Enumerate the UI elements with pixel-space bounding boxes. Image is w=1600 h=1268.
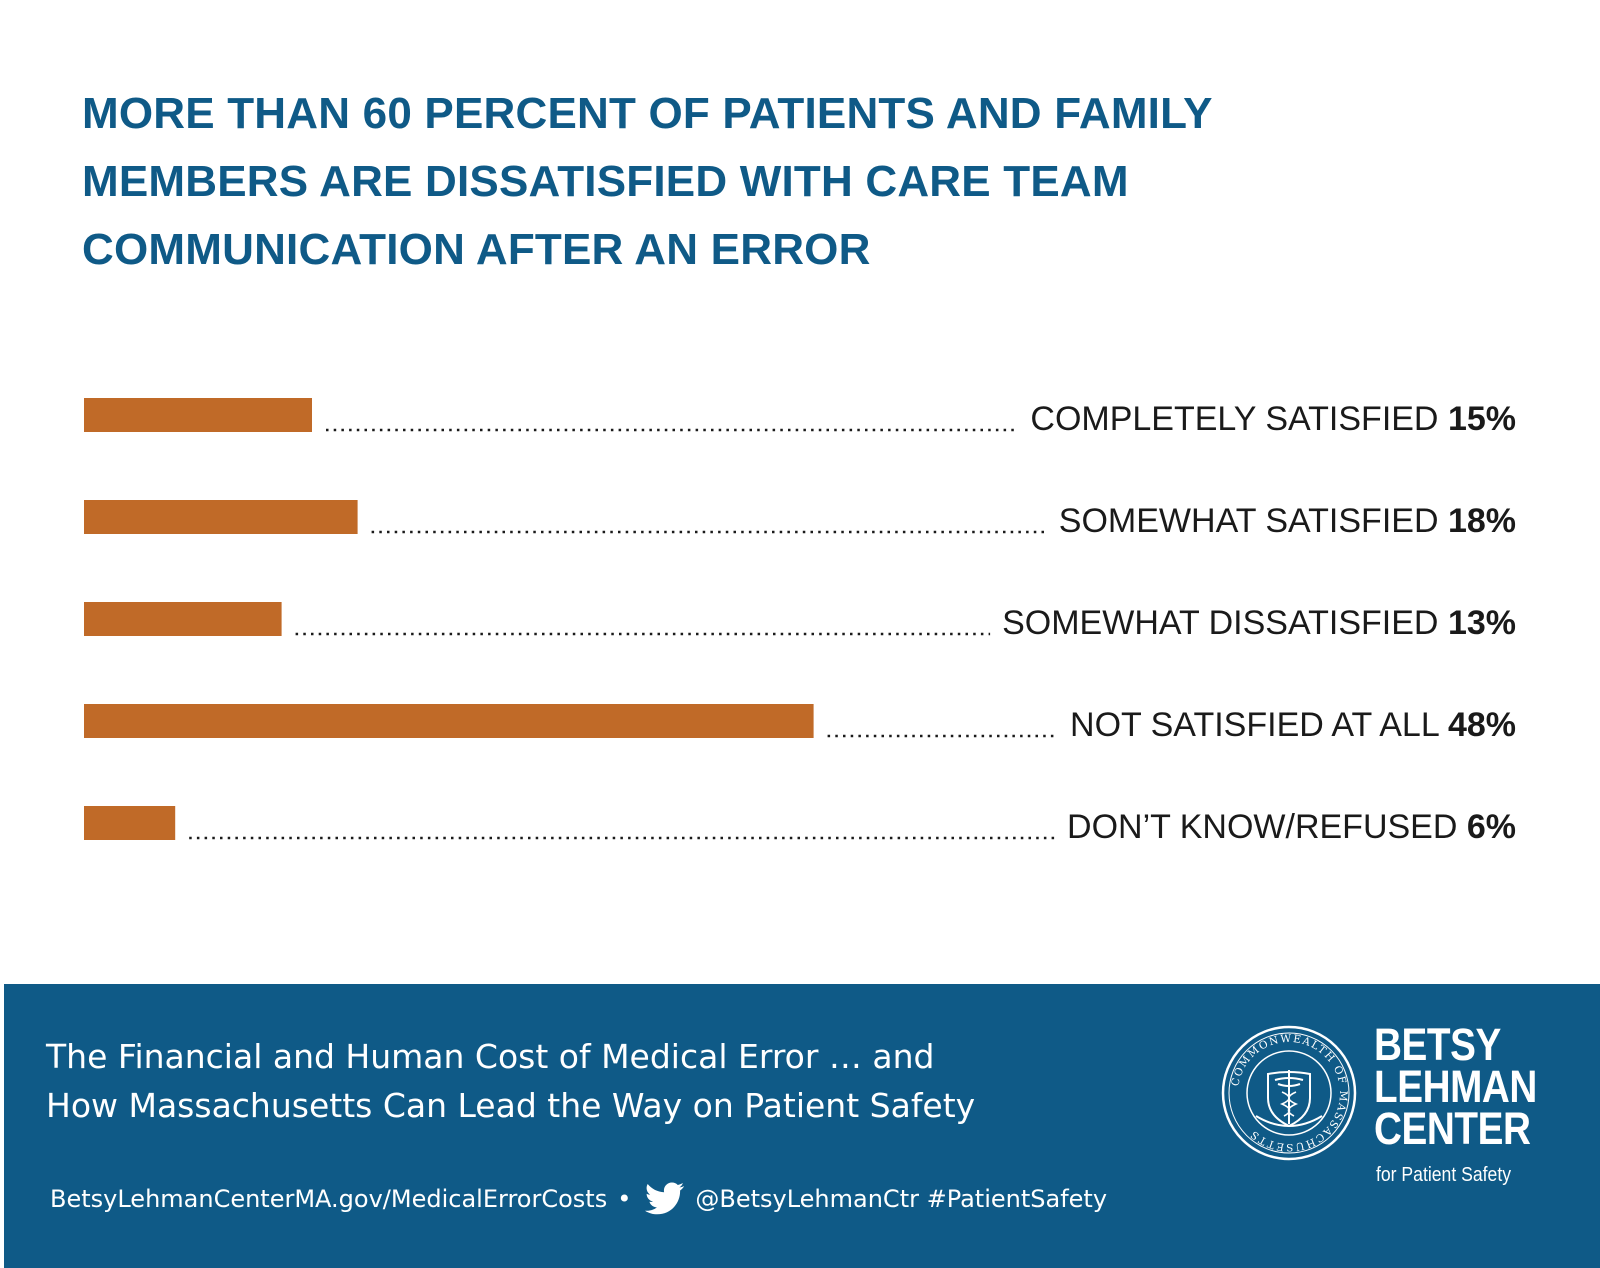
category-label: DON’T KNOW/REFUSED [1067,808,1467,846]
logo-subtitle: for Patient Safety [1376,1164,1512,1186]
bar [84,398,312,432]
logo-line: LEHMAN [1374,1061,1537,1112]
social-handle[interactable]: @BetsyLehmanCtr #PatientSafety [695,1185,1108,1213]
value-label: 13% [1448,604,1516,642]
chart-title: MORE THAN 60 PERCENT OF PATIENTS AND FAM… [82,80,1382,284]
chart-title-line: MEMBERS ARE DISSATISFIED WITH CARE TEAM [82,157,1129,206]
value-label: 6% [1467,808,1516,846]
report-title-line: The Financial and Human Cost of Medical … [46,1037,935,1076]
bar-label: DON’T KNOW/REFUSED 6% [1067,808,1516,846]
bar [84,806,176,840]
category-label: NOT SATISFIED AT ALL [1070,706,1448,744]
betsy-lehman-logo: BETSY LEHMAN CENTER [1374,1019,1563,1154]
category-label: SOMEWHAT DISSATISFIED [1002,604,1448,642]
value-label: 18% [1448,502,1516,540]
category-label: COMPLETELY SATISFIED [1030,400,1448,438]
value-label: 48% [1448,706,1516,744]
report-title-line: How Massachusetts Can Lead the Way on Pa… [46,1086,976,1125]
separator-dot: • [617,1185,632,1213]
bar-chart: COMPLETELY SATISFIED 15% SOMEWHAT SATISFI… [84,398,1516,846]
footer-banner: The Financial and Human Cost of Medical … [4,984,1600,1268]
bar-label: COMPLETELY SATISFIED 15% [1030,400,1516,438]
logo-line: BETSY [1374,1019,1501,1070]
report-url-link[interactable]: BetsyLehmanCenterMA.gov/MedicalErrorCost… [50,1185,608,1213]
massachusetts-seal-icon: COMMONWEALTH OF MASSACHUSETTS [1221,1025,1357,1161]
footer-links: BetsyLehmanCenterMA.gov/MedicalErrorCost… [50,1182,1107,1216]
bar [84,704,814,738]
report-title: The Financial and Human Cost of Medical … [46,1032,1046,1130]
chart-title-line: MORE THAN 60 PERCENT OF PATIENTS AND FAM… [82,89,1213,138]
chart-title-line: COMMUNICATION AFTER AN ERROR [82,225,871,274]
bar [84,602,282,636]
bar-label: SOMEWHAT DISSATISFIED 13% [1002,604,1516,642]
value-label: 15% [1448,400,1516,438]
twitter-icon[interactable] [645,1182,685,1216]
bar [84,500,358,534]
logo-line: CENTER [1374,1103,1531,1154]
category-label: SOMEWHAT SATISFIED [1059,502,1448,540]
bar-label: NOT SATISFIED AT ALL 48% [1070,706,1516,744]
bar-label: SOMEWHAT SATISFIED 18% [1059,502,1516,540]
